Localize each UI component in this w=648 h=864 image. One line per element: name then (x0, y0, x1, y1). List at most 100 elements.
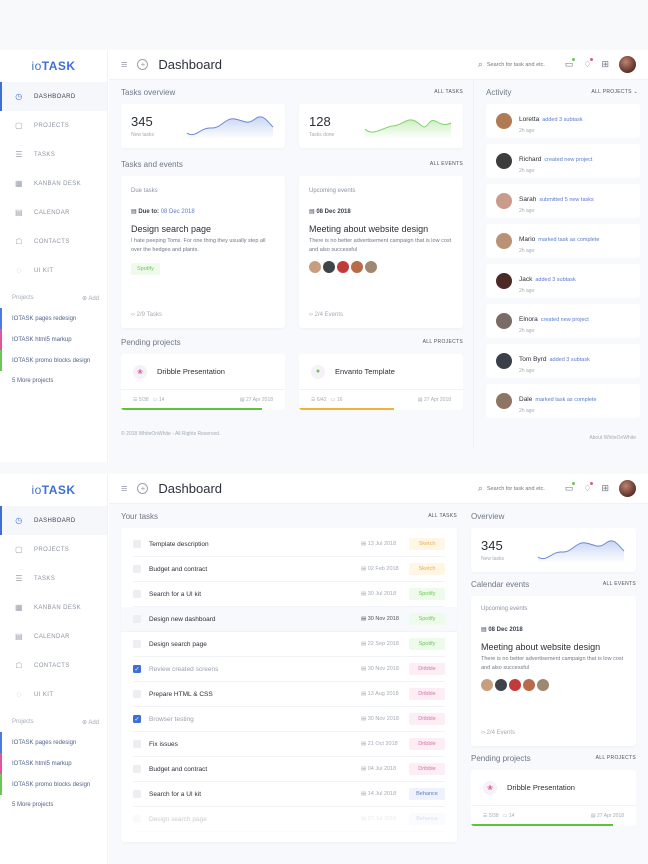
sidebar-item-kanban-desk[interactable]: ▦ KANBAN DESK (15, 179, 82, 188)
user-avatar[interactable] (619, 56, 636, 73)
activity-item[interactable]: Tom Byrd added 3 subtask 2h ago (486, 344, 640, 378)
logo[interactable]: io TASK (31, 483, 76, 497)
task-row[interactable]: Search for a UI kit ▤ 30 Jul 2018 Spotif… (133, 582, 445, 607)
sidebar-item-projects[interactable]: ▢ PROJECTS (15, 545, 70, 554)
task-row[interactable]: Fix issues ▤ 21 Oct 2018 Dribble (133, 732, 445, 757)
sidebar-project[interactable]: IOTASK pages redesign (0, 732, 107, 753)
activity-item[interactable]: Jack added 3 subtask 2h ago (486, 264, 640, 298)
grid-icon[interactable]: ⊞ (601, 59, 609, 69)
attendee-avatars (309, 260, 453, 273)
sidebar-item-ui-kit[interactable]: ◌ UI KIT (0, 256, 107, 285)
task-checkbox[interactable] (133, 690, 141, 698)
sidebar-item-tasks[interactable]: ☰ TASKS (15, 150, 56, 159)
sidebar-item-ui-kit[interactable]: ◌ UI KIT (0, 680, 107, 709)
sidebar-item-calendar[interactable]: ▤ CALENDAR (15, 632, 70, 641)
task-row[interactable]: Budget and contract ▤ 02 Feb 2018 Sketch (133, 557, 445, 582)
activity-item[interactable]: Elnora created new project 2h ago (486, 304, 640, 338)
activity-item[interactable]: Richard created new project 2h ago (486, 144, 640, 178)
all-events-link[interactable]: ALL EVENTS (602, 581, 636, 587)
add-circle-icon[interactable]: + (137, 59, 149, 70)
grid-icon[interactable]: ⊞ (601, 483, 609, 493)
sidebar-item-tasks[interactable]: ☰ TASKS (15, 574, 56, 583)
activity-item[interactable]: Dale marked task as complete 2h ago (486, 384, 640, 418)
task-row[interactable]: Template description ▤ 13 Jul 2018 Sketc… (133, 532, 445, 557)
add-circle-icon[interactable]: + (137, 483, 149, 494)
task-checkbox[interactable] (133, 615, 141, 623)
task-checkbox[interactable] (133, 790, 141, 798)
add-project-button[interactable]: ⊕ Add (81, 720, 99, 726)
sidebar-item-dashboard[interactable]: ◷ DASHBOARD (0, 506, 107, 535)
search-icon[interactable]: ⌕ (477, 483, 483, 493)
sidebar-item-kanban-desk[interactable]: ▦ KANBAN DESK (15, 603, 82, 612)
about-link[interactable]: About WhiteOnWhite (589, 435, 636, 441)
upcoming-event-card[interactable]: Upcoming events ▤ 08 Dec 2018 Meeting ab… (471, 596, 636, 746)
sidebar-project[interactable]: IOTASK pages redesign (0, 308, 107, 329)
activity-filter-dropdown[interactable]: ALL PROJECTS ⌄ (591, 89, 638, 95)
task-checkbox[interactable] (133, 740, 141, 748)
activity-item[interactable]: Mario marked task as complete 2h ago (486, 224, 640, 258)
due-task-title: Design search page (131, 224, 212, 234)
project-card[interactable]: ❀ Dribble Presentation ☰ 5/38 ▭ 14 ▤ 27 Ap… (121, 354, 285, 410)
search-input[interactable] (486, 61, 555, 68)
comments-icon: ▭ (152, 397, 158, 403)
task-row[interactable]: Design search page ▤ 27 Jul 2018 Behance (133, 807, 445, 832)
activity-item[interactable]: Sarah submitted 5 new tasks 2h ago (486, 184, 640, 218)
sidebar-item-contacts[interactable]: ☖ CONTACTS (15, 237, 70, 246)
task-row[interactable]: Search for a UI kit ▤ 14 Jul 2018 Behanc… (133, 782, 445, 807)
bell-icon[interactable]: ♢ (583, 482, 594, 493)
chat-icon[interactable]: ▭ (564, 482, 576, 493)
all-projects-link[interactable]: ALL PROJECTS (595, 755, 636, 761)
bell-icon[interactable]: ♢ (583, 58, 594, 69)
task-checkbox[interactable]: ✓ (133, 665, 141, 673)
all-projects-link[interactable]: ALL PROJECTS (422, 339, 463, 345)
add-project-button[interactable]: ⊕ Add (81, 296, 99, 302)
menu-icon[interactable]: ≡ (121, 58, 128, 71)
sidebar-project[interactable]: IOTASK promo blocks design (0, 350, 107, 371)
user-avatar[interactable] (619, 480, 636, 497)
due-task-card[interactable]: Due tasks ▤ Due to: 08 Dec 2018 Design s… (121, 176, 285, 328)
sidebar-item-calendar[interactable]: ▤ CALENDAR (15, 208, 70, 217)
task-checkbox[interactable]: ✓ (133, 715, 141, 723)
sidebar-nav: ◷ DASHBOARD ▢ PROJECTS ☰ TASKS ▦ KANBAN DESK ▤ CA… (0, 82, 107, 285)
all-events-link[interactable]: ALL EVENTS (429, 161, 463, 167)
sidebar-project[interactable]: IOTASK promo blocks design (0, 774, 107, 795)
sidebar-item-projects[interactable]: ▢ PROJECTS (15, 121, 70, 130)
task-row[interactable]: Prepare HTML & CSS ▤ 13 Aug 2018 Dribble (133, 682, 445, 707)
sidebar-item-contacts[interactable]: ☖ CONTACTS (15, 661, 70, 670)
task-row[interactable]: ✓ Review created screens ▤ 30 Nov 2018 D… (133, 657, 445, 682)
project-card[interactable]: ● Envanto Template ☰ 6/42 ▭ 16 ▤ 27 Apr 20… (299, 354, 463, 410)
more-projects-link[interactable]: 5 More projects (12, 802, 54, 808)
logo[interactable]: io TASK (31, 59, 76, 73)
upcoming-event-card[interactable]: Upcoming events ▤ 08 Dec 2018 Meeting ab… (299, 176, 463, 328)
sidebar-project[interactable]: IOTASK html5 markup (0, 329, 107, 350)
task-checkbox[interactable] (133, 765, 141, 773)
task-row[interactable]: Design search page ▤ 22 Sep 2018 Spotify (133, 632, 445, 657)
dashboard-icon: ◷ (15, 516, 23, 525)
sidebar-item-dashboard[interactable]: ◷ DASHBOARD (0, 82, 107, 111)
all-tasks-link[interactable]: ALL TASKS (434, 89, 463, 95)
sidebar-project[interactable]: IOTASK html5 markup (0, 753, 107, 774)
task-checkbox[interactable] (133, 640, 141, 648)
all-tasks-link[interactable]: ALL TASKS (428, 513, 457, 519)
task-tag: Sketch (409, 538, 445, 550)
code-icon: ‹› (481, 730, 485, 736)
task-checkbox[interactable] (133, 815, 141, 823)
search-input[interactable] (486, 485, 555, 492)
task-row[interactable]: ✓ Browser testing ▤ 30 Nov 2018 Dribble (133, 707, 445, 732)
task-checkbox[interactable] (133, 540, 141, 548)
more-projects-link[interactable]: 5 More projects (12, 378, 54, 384)
search-icon[interactable]: ⌕ (477, 59, 483, 69)
project-card[interactable]: ❀ Dribble Presentation ☰ 5/38 ▭ 14 ▤ 27 Ap… (471, 770, 636, 826)
task-row[interactable]: Budget and contract ▤ 04 Jul 2018 Dribbl… (133, 757, 445, 782)
sidebar: io TASK ◷ DASHBOARD ▢ PROJECTS ☰ TASKS ▦ KANBAN … (0, 474, 108, 864)
menu-icon[interactable]: ≡ (121, 482, 128, 495)
task-checkbox[interactable] (133, 565, 141, 573)
calendar-icon: ▤ (361, 616, 367, 622)
activity-item[interactable]: Loretta added 3 subtask 2h ago (486, 104, 640, 138)
chat-icon[interactable]: ▭ (564, 58, 576, 69)
task-checkbox[interactable] (133, 590, 141, 598)
project-icon: ❀ (133, 364, 147, 379)
task-row[interactable]: Design new dashboard ▤ 30 Nov 2018 Spoti… (121, 607, 457, 632)
tasks-done-sparkline (364, 119, 452, 139)
avatar (496, 273, 512, 289)
